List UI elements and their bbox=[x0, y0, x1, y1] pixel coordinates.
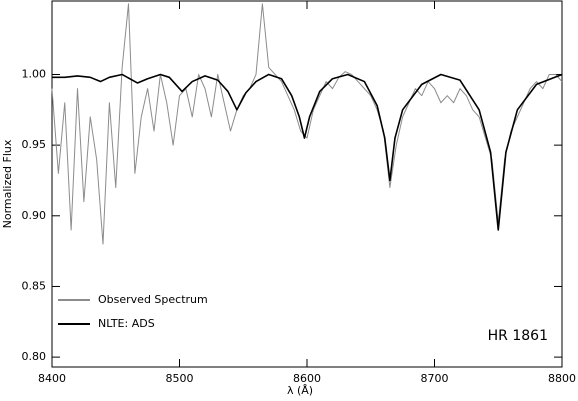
y-tick-label: 0.85 bbox=[22, 279, 47, 292]
y-tick-label: 1.00 bbox=[22, 67, 47, 80]
x-tick-label: 8400 bbox=[38, 372, 66, 385]
annotation: HR 1861 bbox=[488, 328, 548, 344]
x-tick-label: 8600 bbox=[293, 372, 321, 385]
legend-label: NLTE: ADS bbox=[98, 317, 155, 330]
y-axis-label: Normalized Flux bbox=[1, 139, 14, 228]
y-tick-label: 0.80 bbox=[22, 350, 47, 363]
plot-frame bbox=[51, 0, 563, 368]
x-axis-label: λ (Å) bbox=[287, 384, 313, 397]
series-line bbox=[52, 73, 563, 231]
y-tick-label: 0.90 bbox=[22, 209, 47, 222]
y-tick-label: 0.95 bbox=[22, 138, 47, 151]
x-tick-label: 8700 bbox=[421, 372, 449, 385]
series-line bbox=[51, 3, 563, 245]
legend-label: Observed Spectrum bbox=[98, 293, 208, 306]
x-tick-label: 8500 bbox=[166, 372, 194, 385]
x-tick-label: 8800 bbox=[548, 372, 576, 385]
